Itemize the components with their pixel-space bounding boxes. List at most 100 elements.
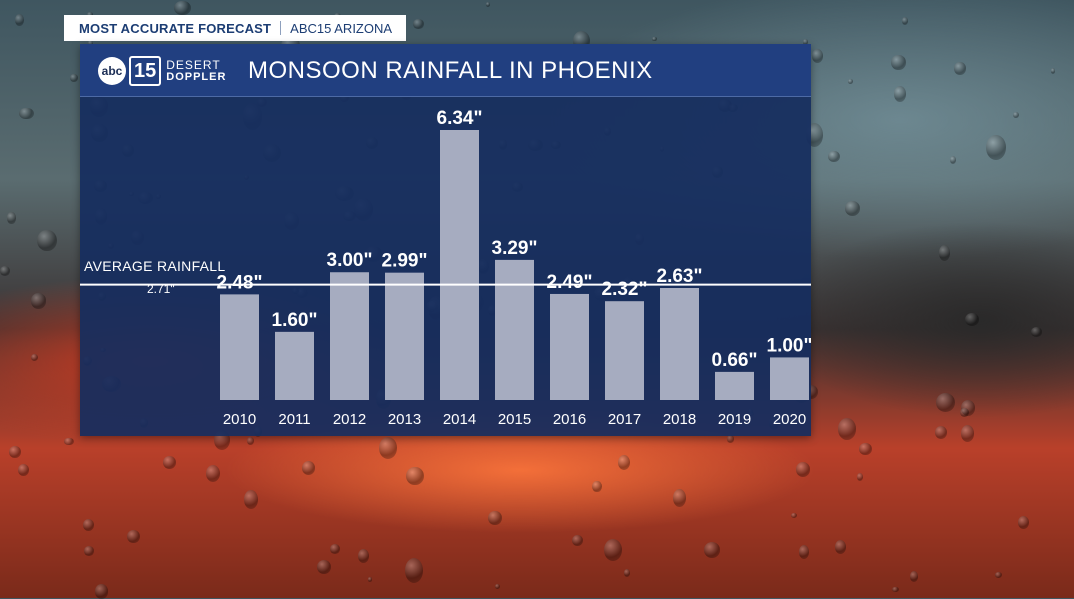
- average-value: 2.71": [147, 282, 175, 296]
- raindrop: [960, 407, 970, 417]
- raindrop: [378, 436, 398, 459]
- logo-line1: DESERT: [166, 58, 221, 72]
- raindrop: [935, 425, 948, 439]
- raindrop: [799, 545, 810, 560]
- raindrop: [94, 584, 109, 599]
- x-tick-label-2019: 2019: [718, 411, 751, 428]
- bar-chart: 2.48" 2010 1.60" 2011 3.00" 2012 2.99" 2013 6.34…: [217, 108, 812, 428]
- raindrop: [358, 548, 370, 563]
- logo-line2: DOPPLER: [166, 71, 227, 83]
- value-label-2011: 1.60": [272, 310, 318, 331]
- raindrop: [892, 586, 899, 593]
- value-label-2016: 2.49": [547, 272, 593, 293]
- value-label-2012: 3.00": [327, 250, 373, 271]
- raindrop: [893, 85, 907, 103]
- raindrop: [30, 293, 47, 309]
- x-tick-label-2011: 2011: [278, 411, 310, 428]
- raindrop: [367, 576, 373, 582]
- bar-2020: [770, 357, 809, 400]
- x-tick-label-2015: 2015: [498, 411, 531, 428]
- raindrop: [960, 425, 974, 442]
- raindrop: [246, 436, 254, 445]
- raindrop: [1050, 67, 1056, 74]
- raindrop: [909, 571, 919, 582]
- bar-2012: [330, 272, 369, 400]
- bar-2015: [495, 259, 534, 400]
- raindrop: [7, 212, 16, 224]
- raindrop: [844, 201, 860, 216]
- raindrop: [174, 0, 192, 16]
- logo-number: 15: [129, 56, 162, 86]
- raindrop: [413, 18, 424, 29]
- raindrop: [834, 539, 847, 555]
- x-tick-label-2014: 2014: [443, 411, 476, 428]
- raindrop: [795, 461, 811, 477]
- raindrop: [802, 39, 809, 46]
- value-label-2017: 2.32": [602, 279, 648, 300]
- raindrop: [83, 518, 95, 531]
- raindrop: [84, 546, 95, 557]
- raindrop: [995, 572, 1003, 578]
- x-tick-label-2010: 2010: [223, 411, 256, 428]
- raindrop: [37, 229, 57, 251]
- raindrop: [652, 37, 657, 42]
- raindrop: [405, 558, 424, 584]
- raindrop: [592, 480, 602, 493]
- raindrop: [986, 134, 1006, 160]
- raindrop: [1031, 327, 1043, 337]
- raindrop: [950, 156, 957, 164]
- chart-title: MONSOON RAINFALL IN PHOENIX: [248, 57, 653, 84]
- bar-2016: [550, 293, 589, 400]
- value-label-2020: 1.00": [767, 335, 812, 356]
- chart-header: abc 15 DESERT DOPPLER MONSOON RAINFALL I…: [80, 44, 811, 97]
- raindrop: [494, 584, 500, 590]
- x-tick-label-2018: 2018: [663, 411, 696, 428]
- bar-2011: [275, 331, 314, 400]
- bar-2018: [660, 287, 699, 400]
- value-label-2018: 2.63": [657, 266, 703, 287]
- x-tick-label-2012: 2012: [333, 411, 366, 428]
- x-tick-label-2016: 2016: [553, 411, 586, 428]
- raindrop: [488, 510, 502, 526]
- raindrop: [902, 17, 909, 25]
- value-label-2019: 0.66": [712, 350, 758, 371]
- banner-left-text: MOST ACCURATE FORECAST: [79, 20, 272, 36]
- raindrop: [673, 489, 686, 508]
- raindrop: [8, 446, 21, 459]
- bar-2014: [440, 130, 479, 400]
- raindrop: [301, 460, 315, 475]
- raindrop: [486, 2, 491, 7]
- raindrop: [572, 534, 584, 546]
- raindrop: [703, 542, 721, 559]
- logo-wordmark: DESERT DOPPLER: [166, 59, 226, 83]
- raindrop: [406, 466, 425, 486]
- raindrop: [939, 245, 951, 261]
- raindrop: [935, 392, 956, 412]
- raindrop: [1013, 111, 1019, 118]
- raindrop: [330, 544, 341, 554]
- raindrop: [856, 473, 863, 481]
- raindrop: [162, 455, 176, 469]
- raindrop: [837, 417, 857, 440]
- raindrop: [960, 399, 976, 416]
- raindrop: [127, 530, 140, 544]
- raindrop: [828, 150, 840, 162]
- raindrop: [64, 437, 74, 446]
- raindrop: [0, 265, 11, 276]
- bar-2010: [220, 294, 259, 400]
- raindrop: [205, 465, 220, 483]
- bar-2013: [385, 272, 424, 400]
- x-tick-label-2017: 2017: [608, 411, 641, 428]
- value-label-2010: 2.48": [217, 272, 263, 293]
- top-banner: MOST ACCURATE FORECAST ABC15 ARIZONA: [64, 15, 406, 41]
- raindrop: [604, 539, 622, 562]
- raindrop: [17, 463, 29, 477]
- raindrop: [954, 61, 966, 75]
- x-tick-label-2020: 2020: [773, 411, 806, 428]
- raindrop: [617, 454, 630, 471]
- bar-2017: [605, 301, 644, 400]
- average-label: AVERAGE RAINFALL: [84, 258, 226, 274]
- raindrop: [1018, 515, 1030, 529]
- raindrop: [964, 313, 979, 326]
- raindrop: [31, 354, 39, 362]
